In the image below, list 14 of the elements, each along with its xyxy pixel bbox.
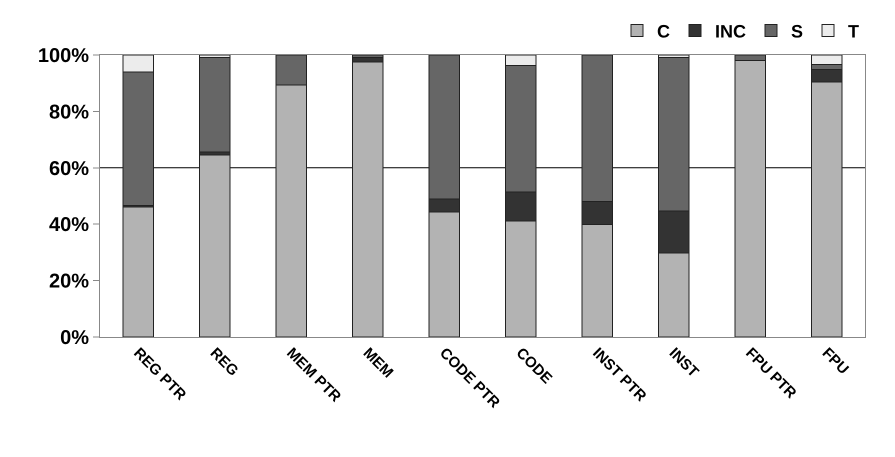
legend-label: T <box>848 22 860 42</box>
y-tick-label: 80% <box>48 101 90 124</box>
legend-label: C <box>657 22 670 42</box>
legend-label: INC <box>715 22 746 42</box>
bar <box>198 154 231 337</box>
y-tick-label: 60% <box>48 158 90 180</box>
y-tick-label: 100% <box>38 45 90 67</box>
y-tick-label: 20% <box>48 270 90 293</box>
y-tick-label: 40% <box>48 214 90 236</box>
bar <box>198 57 231 153</box>
y-tick-label: 0% <box>60 327 90 349</box>
bar <box>352 55 384 58</box>
legend-label: S <box>791 22 804 42</box>
bar <box>352 61 384 337</box>
